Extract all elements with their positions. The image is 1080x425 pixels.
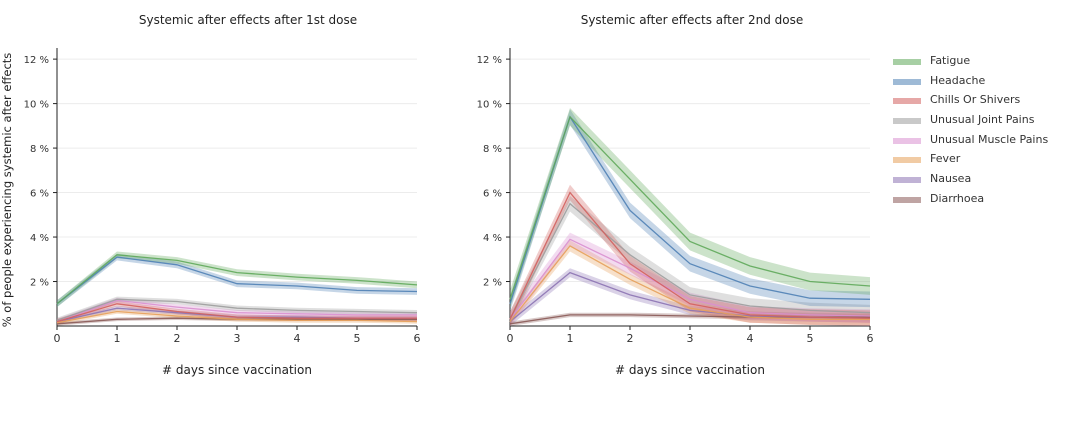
legend-label: Headache xyxy=(930,73,986,87)
chart-legend: Fatigue Headache Chills Or Shivers Unusual … xyxy=(893,54,1073,213)
legend-swatch xyxy=(893,177,921,184)
legend-label: Unusual Joint Pains xyxy=(930,113,1035,127)
series-band-fever xyxy=(510,240,870,326)
legend-item: Fatigue xyxy=(893,54,1073,75)
y-tick-label: 2 % xyxy=(483,278,502,289)
y-tick-label: 4 % xyxy=(483,233,502,244)
legend-swatch xyxy=(893,157,921,164)
series-band-nausea xyxy=(510,268,870,326)
y-tick-label: 8 % xyxy=(30,144,49,155)
y-tick-label: 10 % xyxy=(24,100,49,111)
legend-item: Fever xyxy=(893,152,1073,173)
series-line-fever xyxy=(509,245,870,323)
x-tick-label: 0 xyxy=(54,332,61,345)
legend-label: Chills Or Shivers xyxy=(930,93,1021,107)
series-line-unusual-joint-pains xyxy=(56,298,418,322)
series-band-headache xyxy=(510,109,870,312)
x-tick-label: 3 xyxy=(687,332,694,345)
series-band-headache xyxy=(57,253,417,308)
legend-swatch xyxy=(893,59,921,65)
legend-label: Fatigue xyxy=(930,54,971,67)
series-band-unusual-joint-pains xyxy=(57,296,417,324)
series-line-chills-or-shivers xyxy=(509,191,871,320)
y-tick-label: 10 % xyxy=(477,100,502,111)
x-tick-label: 6 xyxy=(414,332,421,345)
y-tick-label: 6 % xyxy=(483,189,502,200)
chart-title: Systemic after effects after 2nd dose xyxy=(581,13,804,27)
legend-swatch xyxy=(893,78,921,85)
legend-item: Unusual Muscle Pains xyxy=(893,132,1073,154)
legend-label: Fever xyxy=(930,152,961,166)
series-band-fatigue xyxy=(510,108,870,309)
series-line-unusual-muscle-pains xyxy=(56,299,417,323)
x-axis-label: # days since vaccination xyxy=(615,363,765,377)
y-tick-label: 4 % xyxy=(30,233,49,244)
legend-item: Nausea xyxy=(893,172,1073,193)
x-tick-label: 5 xyxy=(807,332,814,345)
series-line-unusual-muscle-pains xyxy=(509,238,871,320)
y-tick-label: 2 % xyxy=(30,278,49,289)
x-tick-label: 2 xyxy=(627,332,634,345)
chart-title: Systemic after effects after 1st dose xyxy=(139,13,357,27)
x-tick-label: 0 xyxy=(507,332,514,345)
series-band-unusual-muscle-pains xyxy=(510,232,870,326)
series-line-chills-or-shivers xyxy=(56,303,417,323)
series-line-headache xyxy=(56,256,418,305)
x-tick-label: 6 xyxy=(867,332,874,345)
x-tick-label: 1 xyxy=(567,332,574,345)
y-tick-label: 12 % xyxy=(477,55,502,66)
x-tick-label: 2 xyxy=(174,332,181,345)
x-tick-label: 3 xyxy=(234,332,241,345)
legend-swatch xyxy=(893,118,921,125)
legend-item: Chills Or Shivers xyxy=(893,93,1073,114)
x-axis-label: # days since vaccination xyxy=(162,363,312,377)
series-line-fever xyxy=(56,310,418,324)
series-line-unusual-joint-pains xyxy=(509,202,871,320)
legend-item: Unusual Joint Pains xyxy=(893,113,1073,134)
legend-label: Nausea xyxy=(930,172,972,186)
y-axis-label: % of people experiencing systemic after … xyxy=(0,53,14,328)
legend-item: Diarrhoea xyxy=(893,191,1073,213)
series-line-fatigue xyxy=(509,115,871,300)
legend-label: Diarrhoea xyxy=(930,191,985,205)
series-line-fatigue xyxy=(56,254,418,305)
chart-panel-2: 2 % 4 % 6 % 8 % 10 % 12 % 0 1 2 3 4 5 6 Systemic afte… xyxy=(477,13,874,377)
legend-swatch xyxy=(893,196,921,203)
x-tick-label: 4 xyxy=(747,332,754,345)
legend-item: Headache xyxy=(893,73,1073,95)
y-tick-label: 6 % xyxy=(30,189,49,200)
x-tick-label: 4 xyxy=(294,332,301,345)
y-tick-label: 8 % xyxy=(483,144,502,155)
x-tick-label: 5 xyxy=(354,332,361,345)
legend-label: Unusual Muscle Pains xyxy=(930,132,1049,146)
legend-swatch xyxy=(893,98,921,105)
x-tick-label: 1 xyxy=(114,332,121,345)
legend-swatch xyxy=(893,137,921,144)
chart-panel-1: 2 % 4 % 6 % 8 % 10 % 12 % 0 1 2 3 4 5 6 Systemic afte… xyxy=(0,13,421,377)
y-tick-label: 12 % xyxy=(24,55,49,66)
